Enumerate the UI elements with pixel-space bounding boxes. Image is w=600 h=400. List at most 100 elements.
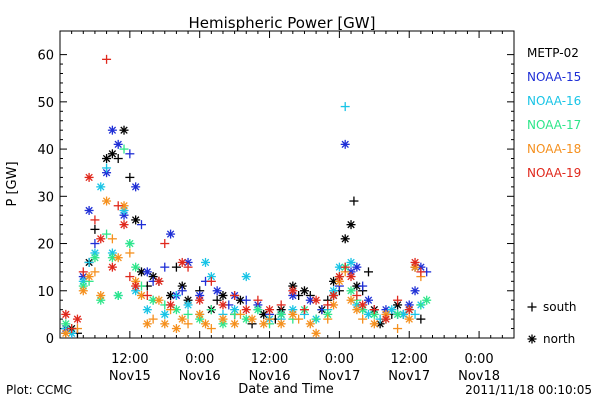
x-tick-label: 0:00 bbox=[325, 352, 354, 367]
north-point-noaa-16 bbox=[160, 309, 170, 319]
south-point-metp-02 bbox=[171, 262, 181, 272]
north-point-noaa-15 bbox=[410, 286, 420, 296]
y-tick-label: 20 bbox=[37, 238, 54, 253]
legend-entry: NOAA-16 bbox=[527, 94, 581, 108]
north-point-metp-02 bbox=[340, 234, 350, 244]
north-point-noaa-19 bbox=[84, 172, 94, 182]
south-point-metp-02 bbox=[113, 154, 123, 164]
north-point-noaa-18 bbox=[352, 305, 362, 315]
x-tick-date: Nov16 bbox=[179, 369, 221, 384]
north-point-noaa-19 bbox=[329, 290, 339, 300]
north-point-noaa-15 bbox=[131, 182, 141, 192]
north-point-noaa-18 bbox=[96, 290, 106, 300]
south-point-noaa-19 bbox=[67, 324, 77, 334]
south-point-noaa-18 bbox=[107, 234, 117, 244]
north-point-noaa-19 bbox=[404, 305, 414, 315]
south-point-noaa-18 bbox=[265, 314, 275, 324]
south-point-noaa-18 bbox=[206, 324, 216, 334]
north-point-noaa-19 bbox=[358, 300, 368, 310]
south-point-noaa-15 bbox=[90, 239, 100, 249]
south-point-noaa-16 bbox=[340, 102, 350, 112]
legend-marker-north bbox=[527, 334, 537, 344]
south-point-noaa-19 bbox=[125, 272, 135, 282]
north-point-noaa-17 bbox=[369, 309, 379, 319]
north-point-noaa-19 bbox=[154, 276, 164, 286]
south-point-noaa-18 bbox=[90, 267, 100, 277]
south-point-noaa-18 bbox=[125, 248, 135, 258]
north-point-noaa-17 bbox=[253, 305, 263, 315]
south-point-noaa-15 bbox=[177, 286, 187, 296]
north-point-noaa-17 bbox=[422, 295, 432, 305]
south-point-noaa-19 bbox=[323, 300, 333, 310]
north-point-noaa-18 bbox=[102, 196, 112, 206]
north-point-noaa-15 bbox=[84, 205, 94, 215]
north-point-noaa-15 bbox=[363, 295, 373, 305]
south-point-noaa-17 bbox=[102, 229, 112, 239]
north-point-noaa-16 bbox=[183, 300, 193, 310]
north-point-noaa-19 bbox=[72, 314, 82, 324]
north-point-noaa-19 bbox=[381, 314, 391, 324]
north-point-noaa-19 bbox=[107, 262, 117, 272]
north-point-noaa-19 bbox=[195, 295, 205, 305]
north-point-metp-02 bbox=[107, 149, 117, 159]
legend-entry: NOAA-19 bbox=[527, 166, 581, 180]
y-axis: 0 10 20 30 40 50 60 bbox=[37, 49, 514, 347]
south-point-noaa-18 bbox=[393, 324, 403, 334]
south-point-noaa-15 bbox=[358, 281, 368, 291]
south-point-noaa-19 bbox=[369, 305, 379, 315]
south-point-noaa-18 bbox=[183, 319, 193, 329]
north-point-noaa-18 bbox=[230, 319, 240, 329]
north-point-noaa-19 bbox=[61, 309, 71, 319]
south-point-noaa-19 bbox=[299, 305, 309, 315]
north-point-metp-02 bbox=[218, 290, 228, 300]
legend-entry: NOAA-17 bbox=[527, 118, 581, 132]
north-point-noaa-19 bbox=[119, 220, 129, 230]
north-point-noaa-19 bbox=[311, 295, 321, 305]
north-point-noaa-18 bbox=[142, 319, 152, 329]
north-point-noaa-17 bbox=[393, 309, 403, 319]
south-point-noaa-18 bbox=[148, 314, 158, 324]
north-point-noaa-18 bbox=[201, 319, 211, 329]
south-point-noaa-18 bbox=[294, 314, 304, 324]
south-point-noaa-18 bbox=[323, 314, 333, 324]
south-point-noaa-19 bbox=[276, 300, 286, 310]
north-point-noaa-19 bbox=[265, 305, 275, 315]
north-point-noaa-17 bbox=[323, 309, 333, 319]
y-tick-label: 10 bbox=[37, 285, 54, 300]
plot-frame bbox=[59, 30, 515, 339]
x-axis: 12:00 Nov15 0:00 Nov16 12:00 Nov16 0:00 Nov17 12… bbox=[59, 31, 515, 384]
north-point-noaa-19 bbox=[218, 300, 228, 310]
north-point-noaa-19 bbox=[96, 234, 106, 244]
north-point-noaa-18 bbox=[160, 319, 170, 329]
north-point-noaa-17 bbox=[61, 319, 71, 329]
footer-timestamp: 2011/11/18 00:10:05 bbox=[465, 383, 592, 397]
south-point-noaa-16 bbox=[410, 309, 420, 319]
legend: METP-02 NOAA-15 NOAA-16 NOAA-17 NOAA-18 NOAA-… bbox=[527, 46, 581, 346]
x-tick-label: 0:00 bbox=[464, 352, 493, 367]
north-point-noaa-17 bbox=[125, 239, 135, 249]
y-tick-label: 40 bbox=[37, 143, 54, 158]
north-point-noaa-18 bbox=[177, 314, 187, 324]
y-tick-label: 60 bbox=[37, 49, 54, 64]
north-point-noaa-18 bbox=[84, 272, 94, 282]
south-point-noaa-17 bbox=[119, 144, 129, 154]
north-point-metp-02 bbox=[131, 215, 141, 225]
north-point-noaa-15 bbox=[166, 229, 176, 239]
south-point-metp-02 bbox=[90, 224, 100, 234]
north-point-noaa-18 bbox=[154, 295, 164, 305]
north-point-noaa-18 bbox=[259, 319, 269, 329]
north-point-noaa-18 bbox=[369, 319, 379, 329]
north-point-noaa-15 bbox=[113, 139, 123, 149]
north-point-noaa-18 bbox=[78, 286, 88, 296]
x-tick-label: 12:00 bbox=[390, 352, 427, 367]
north-point-noaa-18 bbox=[346, 295, 356, 305]
north-point-noaa-18 bbox=[276, 319, 286, 329]
south-point-noaa-15 bbox=[241, 295, 251, 305]
north-point-noaa-18 bbox=[311, 328, 321, 338]
south-point-metp-02 bbox=[363, 267, 373, 277]
north-point-noaa-18 bbox=[61, 328, 71, 338]
y-tick-label: 50 bbox=[37, 96, 54, 111]
north-point-noaa-19 bbox=[334, 272, 344, 282]
south-point-metp-02 bbox=[349, 196, 359, 206]
